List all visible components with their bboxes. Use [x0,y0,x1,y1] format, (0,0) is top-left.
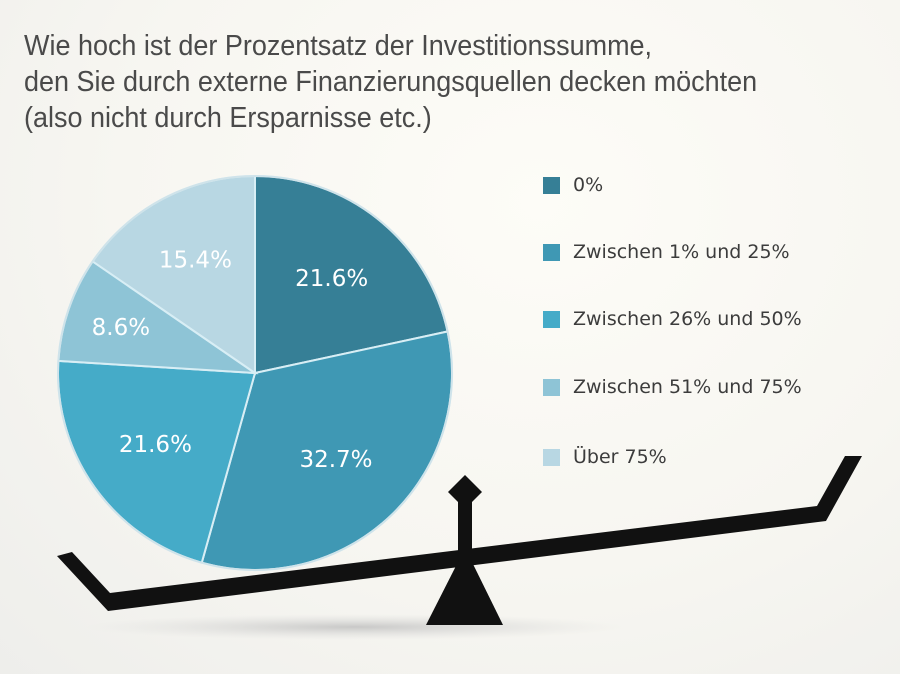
legend-swatch [543,448,560,466]
pie-data-label: 32.7% [299,447,372,473]
legend-label: Über 75% [573,446,667,468]
pie-data-label: 21.6% [295,266,368,292]
pie-data-label: 15.4% [159,248,232,274]
scale-fulcrum-base [426,560,503,625]
legend-label: Zwischen 1% und 25% [573,241,790,263]
chart-title-line-1: Wie hoch ist der Prozentsatz der Investi… [24,30,653,62]
scale-beam [57,456,862,611]
chart-title-line-3: (also nicht durch Ersparnisse etc.) [24,102,432,134]
scale-fulcrum-arrow [448,475,482,502]
legend-item: Zwischen 51% und 75% [543,372,802,402]
legend-label: Zwischen 51% und 75% [573,376,802,398]
balance-scale-icon [57,456,862,625]
scale-shadow [85,614,625,640]
legend-swatch [543,378,560,396]
legend-item: 0% [543,170,603,200]
legend-item: Über 75% [543,442,667,472]
legend-label: Zwischen 26% und 50% [573,308,802,330]
legend-item: Zwischen 1% und 25% [543,237,790,267]
scale-fulcrum-post [458,497,472,560]
pie-data-label: 8.6% [92,315,150,341]
pie-data-label: 21.6% [119,432,192,458]
legend-item: Zwischen 26% und 50% [543,304,802,334]
chart-title-line-2: den Sie durch externe Finanzierungsquell… [24,66,758,98]
legend-swatch [543,176,560,194]
legend-swatch [543,243,560,261]
legend-swatch [543,310,560,328]
pie [57,174,453,571]
pie-rim [57,175,453,571]
pie-labels: 21.6% 32.7% 21.6% 8.6% 15.4% [92,248,373,473]
legend-label: 0% [573,174,604,196]
chart-title: Wie hoch ist der Prozentsatz der Investi… [24,28,833,136]
